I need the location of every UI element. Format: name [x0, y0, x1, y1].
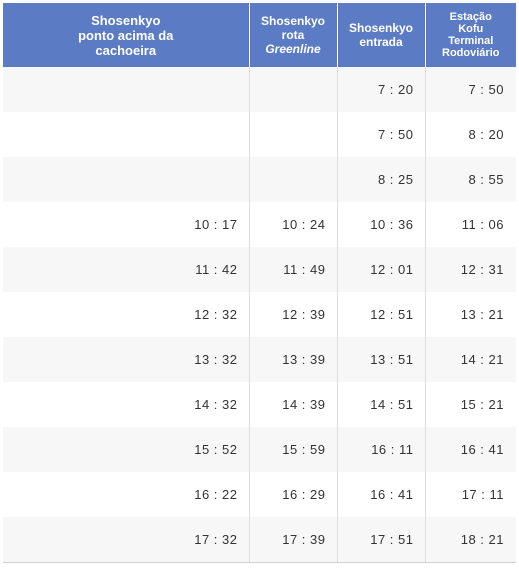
time-cell: 7 : 50 [425, 67, 516, 112]
time-cell [3, 67, 250, 112]
table-row: 7 : 50 8 : 20 [3, 112, 516, 157]
time-cell: 18 : 21 [425, 517, 516, 563]
table-row: 7 : 20 7 : 50 [3, 67, 516, 112]
time-cell: 14 : 39 [249, 382, 338, 427]
time-cell: 13 : 39 [249, 337, 338, 382]
time-cell: 16 : 22 [3, 472, 250, 517]
header-shosenkyo-waterfall-stop: Shosenkyo ponto acima da cachoeira [3, 3, 250, 67]
time-cell: 8 : 55 [425, 157, 516, 202]
time-cell: 11 : 06 [425, 202, 516, 247]
time-cell: 11 : 42 [3, 247, 250, 292]
time-cell: 16 : 41 [425, 427, 516, 472]
time-cell [249, 112, 338, 157]
header-line: rota [281, 28, 305, 42]
table-row: 13 : 32 13 : 39 13 : 51 14 : 21 [3, 337, 516, 382]
time-cell: 8 : 25 [337, 157, 426, 202]
time-cell: 10 : 17 [3, 202, 250, 247]
header-kofu-station-bus-terminal: Estação Kofu Terminal Rodoviário [425, 3, 516, 67]
time-cell: 14 : 32 [3, 382, 250, 427]
time-cell: 16 : 29 [249, 472, 338, 517]
time-cell: 16 : 11 [337, 427, 426, 472]
header-line: Kofu [458, 23, 484, 35]
time-cell [3, 157, 250, 202]
time-cell: 13 : 51 [337, 337, 426, 382]
time-cell: 14 : 21 [425, 337, 516, 382]
time-cell: 7 : 20 [337, 67, 426, 112]
time-cell: 13 : 32 [3, 337, 250, 382]
time-cell [249, 157, 338, 202]
time-cell: 16 : 41 [337, 472, 426, 517]
header-line: Terminal [448, 35, 494, 47]
header-line: cachoeira [95, 42, 157, 58]
time-cell: 17 : 51 [337, 517, 426, 563]
header-line: Shosenkyo [260, 14, 326, 28]
time-cell: 7 : 50 [337, 112, 426, 157]
time-cell: 11 : 49 [249, 247, 338, 292]
time-cell [249, 67, 338, 112]
time-cell: 15 : 21 [425, 382, 516, 427]
time-cell: 12 : 32 [3, 292, 250, 337]
time-cell: 12 : 51 [337, 292, 426, 337]
time-cell: 17 : 11 [425, 472, 516, 517]
table-row: 10 : 17 10 : 24 10 : 36 11 : 06 [3, 202, 516, 247]
time-cell [3, 112, 250, 157]
bus-timetable: Shosenkyo ponto acima da cachoeira Shose… [3, 3, 516, 563]
time-cell: 10 : 24 [249, 202, 338, 247]
timetable-container: Shosenkyo ponto acima da cachoeira Shose… [3, 3, 516, 563]
header-line-italic: Greenline [265, 42, 321, 56]
table-row: 15 : 52 15 : 59 16 : 11 16 : 41 [3, 427, 516, 472]
timetable-header-row: Shosenkyo ponto acima da cachoeira Shose… [3, 3, 516, 67]
time-cell: 10 : 36 [337, 202, 426, 247]
table-row: 12 : 32 12 : 39 12 : 51 13 : 21 [3, 292, 516, 337]
time-cell: 15 : 59 [249, 427, 338, 472]
header-line: Rodoviário [442, 47, 500, 59]
time-cell: 8 : 20 [425, 112, 516, 157]
table-row: 17 : 32 17 : 39 17 : 51 18 : 21 [3, 517, 516, 563]
time-cell: 17 : 32 [3, 517, 250, 563]
time-cell: 15 : 52 [3, 427, 250, 472]
table-row: 14 : 32 14 : 39 14 : 51 15 : 21 [3, 382, 516, 427]
header-line: Shosenkyo [348, 21, 414, 35]
time-cell: 12 : 01 [337, 247, 426, 292]
table-row: 8 : 25 8 : 55 [3, 157, 516, 202]
header-line: entrada [359, 35, 403, 49]
header-line: Estação [449, 11, 492, 23]
header-shosenkyo-entrance: Shosenkyo entrada [337, 3, 426, 67]
table-row: 16 : 22 16 : 29 16 : 41 17 : 11 [3, 472, 516, 517]
time-cell: 12 : 31 [425, 247, 516, 292]
header-shosenkyo-greenline-route: Shosenkyo rota Greenline [249, 3, 338, 67]
time-cell: 12 : 39 [249, 292, 338, 337]
time-cell: 13 : 21 [425, 292, 516, 337]
time-cell: 17 : 39 [249, 517, 338, 563]
header-line: Shosenkyo [91, 12, 161, 28]
table-row: 11 : 42 11 : 49 12 : 01 12 : 31 [3, 247, 516, 292]
header-line: ponto acima da [78, 27, 174, 43]
time-cell: 14 : 51 [337, 382, 426, 427]
